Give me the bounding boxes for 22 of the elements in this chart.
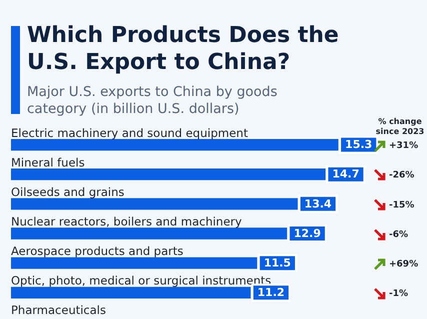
y-tick-label: Aerospace products and parts [11,244,184,258]
text: +31% [389,141,418,152]
data-label: 13.4 [304,197,332,210]
y-tick-label: Pharmaceuticals [11,303,106,318]
chart-subtitle: Major U.S. exports to China by goods category (in billion U.S. dollars) [27,84,278,117]
data-label: 11.5 [264,256,291,270]
data-label: 12.9 [294,226,321,240]
y-tick-label: Optic, photo, medical or surgical instruments [11,274,272,288]
text: +69% [389,259,418,270]
y-tick-label: Nuclear reactors, boilers and machinery [11,214,242,228]
chart-title: Which Products Does the U.S. Export to China? [27,22,340,76]
data-label: 14.7 [332,168,360,181]
y-tick-label: Oilseeds and grains [11,184,124,199]
text: -1% [389,288,408,299]
text: -15% [389,200,414,210]
text: % change since 2023 [376,117,424,136]
text: -6% [389,230,408,240]
data-label: 15.3 [345,138,372,152]
y-tick-label: Mineral fuels [11,155,85,170]
y-tick-label: Electric machinery and sound equipment [11,126,248,140]
text: -26% [389,170,414,181]
data-label: 11.2 [257,286,285,299]
